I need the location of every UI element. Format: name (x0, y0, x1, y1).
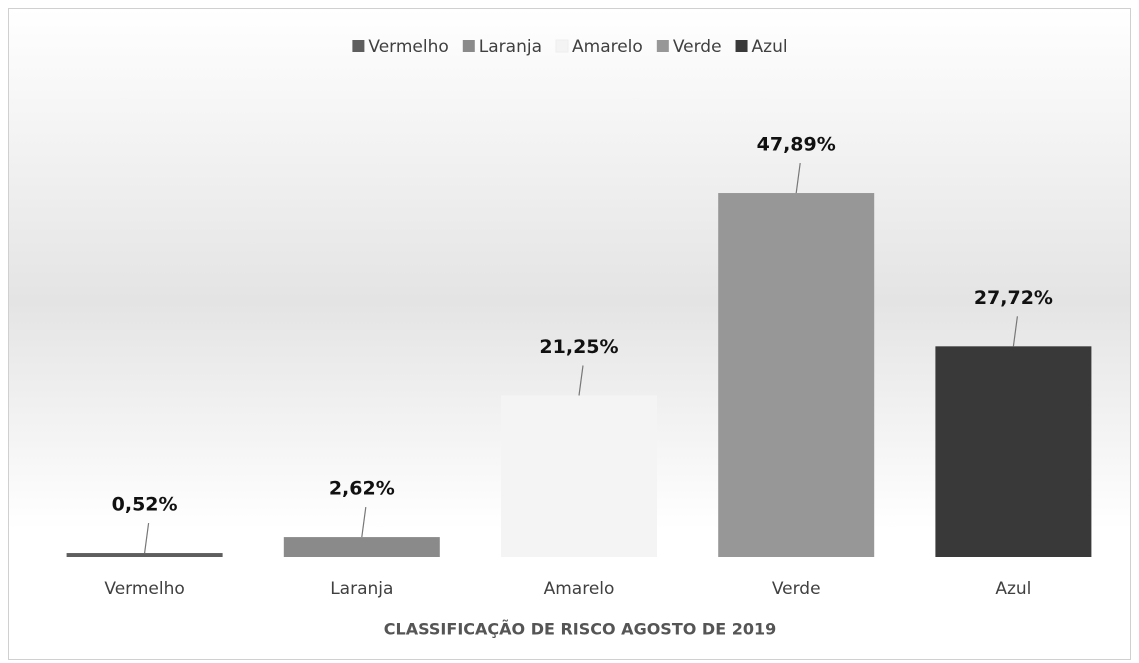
legend-label: Laranja (479, 37, 542, 57)
legend-swatch (656, 40, 669, 52)
x-tick-label: Azul (995, 579, 1031, 599)
bar (501, 395, 657, 557)
value-label: 27,72% (974, 287, 1053, 309)
value-label: 0,52% (112, 494, 178, 516)
bar (283, 537, 440, 557)
legend-swatch (735, 40, 748, 52)
value-label: 47,89% (757, 134, 836, 156)
x-tick-label: Vermelho (104, 579, 184, 599)
legend-swatch (352, 40, 365, 52)
leader-line (1012, 316, 1018, 347)
x-tick-label: Laranja (330, 579, 393, 599)
legend-swatch (462, 40, 475, 52)
x-axis-title: CLASSIFICAÇÃO DE RISCO AGOSTO DE 2019 (384, 620, 776, 639)
legend-swatch (555, 39, 569, 53)
value-label: 21,25% (539, 336, 618, 358)
value-label: 2,62% (329, 478, 395, 500)
legend-label: Verde (673, 37, 722, 57)
x-tick-label: Verde (772, 579, 821, 599)
leader-line (795, 162, 801, 194)
bar (66, 553, 223, 557)
leader-line (144, 522, 150, 554)
leader-line (361, 507, 367, 538)
leader-line (578, 365, 584, 396)
bar (718, 193, 875, 557)
bar (935, 346, 1092, 557)
legend-label: Vermelho (368, 37, 448, 57)
legend-label: Azul (752, 37, 788, 57)
x-tick-label: Amarelo (544, 579, 615, 599)
chart-frame (8, 8, 1131, 660)
legend-label: Amarelo (572, 37, 643, 57)
